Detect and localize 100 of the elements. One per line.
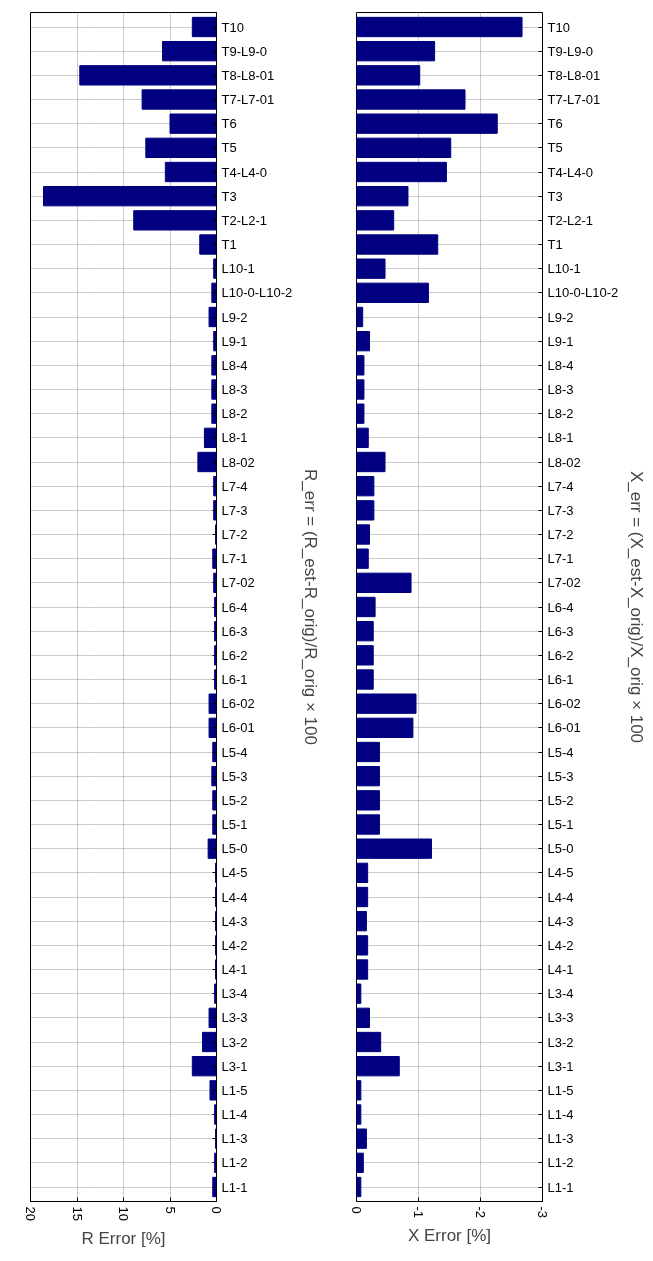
y-tick-label: L8-02 [547,454,581,470]
y-tick-label: L3-1 [547,1058,574,1074]
y-tick-label: L6-1 [221,672,248,687]
y-tick-label: L3-1 [221,1058,248,1074]
y-tick-label: L6-1 [547,672,574,687]
y-tick-label: L7-2 [221,527,248,542]
y-tick-label: L3-4 [547,986,574,1002]
y-tick-label: L6-2 [221,647,248,663]
y-tick-label: L4-1 [547,962,574,977]
y-tick-label: L5-0 [547,841,574,857]
y-tick-label: L3-2 [221,1034,248,1050]
y-tick-label: L5-2 [547,792,574,808]
y-tick-label: L4-1 [221,962,248,977]
y-tick-label: L1-1 [547,1179,574,1195]
y-tick-label: L7-1 [547,551,574,567]
y-tick-label: L10-1 [221,261,255,277]
y-tick-label: L6-3 [221,623,248,639]
y-tick-label: L4-5 [547,865,574,881]
y-tick-label: L3-4 [221,986,248,1002]
x-tick-label: -3 [535,1206,550,1219]
y-tick-label: L3-3 [221,1010,248,1026]
y-tick-label: L8-3 [547,382,574,397]
y-tick-label: T2-L2-1 [221,212,268,228]
y-tick-label: L9-2 [547,309,574,325]
y-tick-label: L8-1 [221,430,248,446]
y-tick-label: L4-2 [547,937,574,953]
y-tick-label: L10-0-L10-2 [221,285,293,301]
x-tick-label: -1 [411,1206,426,1219]
y-tick-label: L8-4 [221,357,248,373]
y-tick-label: L7-1 [221,551,248,567]
y-tick-label: T9-L9-0 [221,43,268,59]
y-tick-label: L7-02 [221,575,255,591]
y-tick-label: T1 [221,237,237,252]
y-tick-label: L7-02 [547,575,581,591]
y-tick-label: L1-2 [547,1155,574,1171]
y-tick-label: T6 [221,116,237,132]
x-tick-label: 0 [349,1206,364,1214]
y-tick-label: L10-1 [547,261,581,277]
y-tick-label: L4-4 [547,889,574,905]
y-tick-label: T10 [221,19,244,35]
y-tick-label: L6-4 [547,599,574,615]
y-tick-label: L4-3 [547,913,574,929]
y-tick-label: L5-0 [221,841,248,857]
y-tick-label: T7-L7-01 [547,92,601,107]
y-tick-label: L7-4 [547,478,574,494]
y-tick-label: T2-L2-1 [547,212,594,228]
y-tick-label: L9-1 [547,333,574,349]
x-tick-label: 0 [209,1206,224,1214]
y-tick-label: L3-2 [547,1034,574,1050]
y-tick-label: L10-0-L10-2 [547,285,619,301]
x-tick-label: 20 [23,1206,38,1221]
text: X_err = (X_est-X_orig)/X_orig × 100 [626,470,646,744]
y-tick-label: L1-5 [547,1082,574,1098]
x-axis-title: R Error [%] [81,1228,166,1248]
y-tick-label: L8-4 [547,357,574,373]
text: R_err = (R_est-R_orig)/R_orig × 100 [300,469,320,745]
y-tick-label: L6-02 [547,696,581,712]
y-tick-label: L4-4 [221,889,248,905]
y-tick-label: L4-2 [221,937,248,953]
y-tick-label: T6 [547,116,563,132]
y-tick-label: L5-3 [221,768,248,784]
y-tick-label: L5-2 [221,792,248,808]
y-tick-label: T3 [547,188,563,204]
y-tick-label: L8-1 [547,430,574,446]
y-tick-label: T5 [221,140,237,156]
y-tick-label: L4-3 [221,913,248,929]
y-tick-label: T9-L9-0 [547,43,594,59]
y-tick-label: L1-4 [547,1107,574,1122]
y-tick-label: T7-L7-01 [221,92,275,107]
y-tick-label: L6-2 [547,647,574,663]
y-tick-label: T10 [547,19,570,35]
y-tick-label: L1-3 [221,1131,248,1147]
y-tick-label: L7-3 [547,502,574,518]
y-tick-label: L8-3 [221,382,248,397]
y-tick-label: L4-5 [221,865,248,881]
y-tick-label: L7-2 [547,527,574,542]
y-tick-label: L6-02 [221,696,255,712]
y-tick-label: L1-2 [221,1155,248,1171]
y-tick-label: T4-L4-0 [547,164,594,180]
x-axis-title: X Error [%] [407,1226,492,1246]
y-tick-label: L6-01 [547,720,581,736]
y-tick-label: L5-1 [547,817,574,832]
y-tick-label: L1-4 [221,1107,248,1122]
y-tick-label: T8-L8-01 [547,67,601,83]
y-tick-label: L5-3 [547,768,574,784]
y-tick-label: L9-2 [221,309,248,325]
y-tick-label: T8-L8-01 [221,67,275,83]
x-tick-label: -2 [473,1206,488,1219]
y-tick-label: L6-01 [221,720,255,736]
y-tick-label: L7-3 [221,502,248,518]
x-tick-label: 15 [69,1206,85,1221]
y-tick-label: L7-4 [221,478,248,494]
y-tick-label: L3-3 [547,1010,574,1026]
y-tick-label: L8-2 [221,406,248,422]
y-tick-label: L6-4 [221,599,248,615]
y-tick-label: L5-4 [547,744,574,760]
y-tick-label: L1-5 [221,1082,248,1098]
y-tick-label: L8-2 [547,406,574,422]
y-tick-label: L8-02 [221,454,255,470]
y-tick-label: L1-3 [547,1131,574,1147]
